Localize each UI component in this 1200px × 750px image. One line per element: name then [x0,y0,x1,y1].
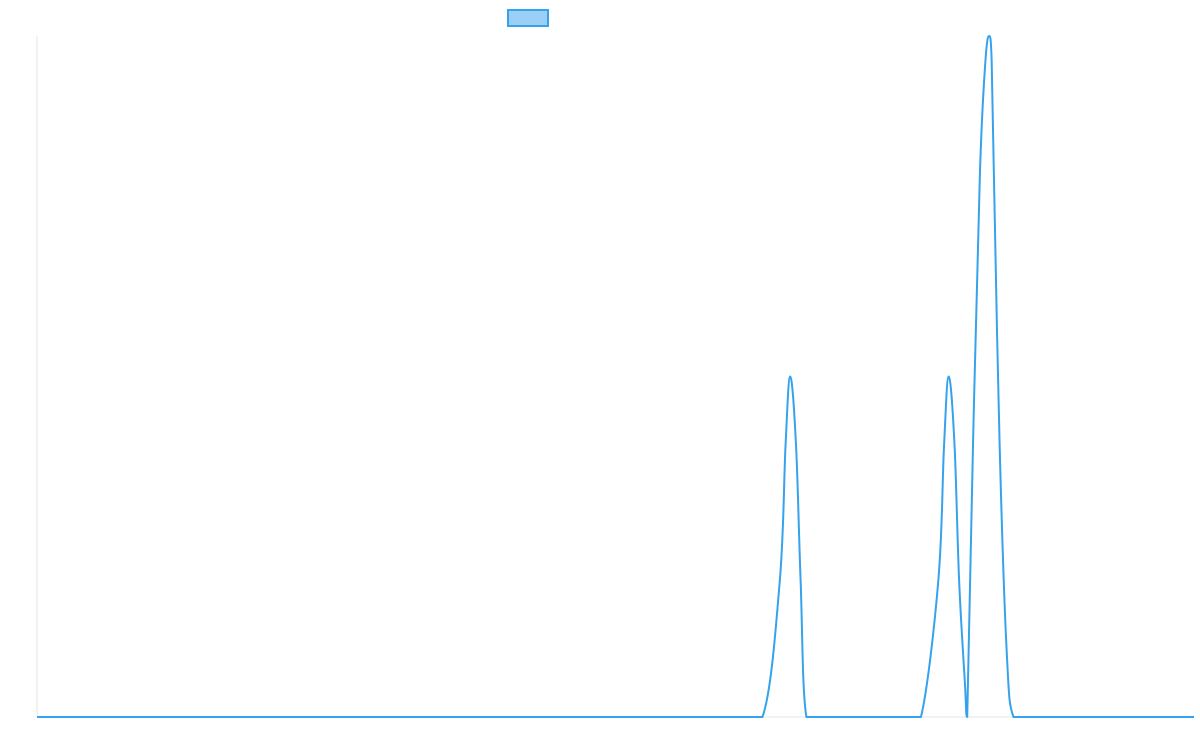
series-group [36,35,1194,719]
series-line-0[interactable] [36,35,1194,719]
legend[interactable] [507,9,549,27]
legend-swatch[interactable] [507,9,549,27]
